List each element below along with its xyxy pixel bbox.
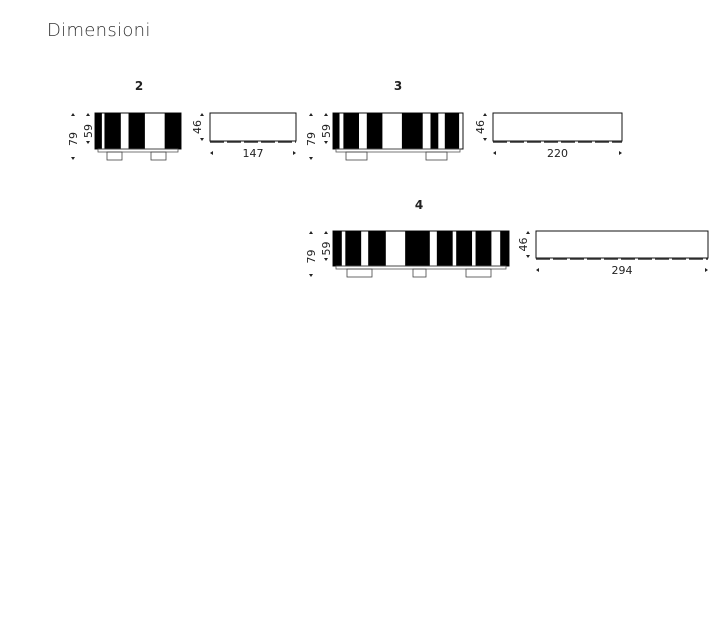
height-total-label: 79	[305, 132, 318, 146]
arrow-marker	[86, 113, 90, 116]
arrow-marker	[526, 255, 530, 258]
leg	[345, 151, 368, 161]
door-stripe	[333, 113, 340, 149]
arrow-marker	[71, 157, 75, 160]
arrow-marker	[309, 113, 313, 116]
height-body-label: 59	[320, 124, 333, 138]
door-stripe	[164, 113, 181, 149]
arrow-marker	[309, 157, 313, 160]
leg	[465, 268, 492, 278]
module-label: 3	[394, 79, 402, 93]
arrow-marker	[309, 274, 313, 277]
front-view	[332, 112, 464, 161]
width-label: 294	[612, 264, 633, 277]
door-stripe	[95, 113, 102, 149]
arrow-marker	[493, 151, 496, 155]
top-body	[535, 230, 709, 259]
arrow-marker	[86, 141, 90, 144]
door-stripe	[366, 113, 383, 149]
door-stripe	[104, 113, 121, 149]
door-stripe	[128, 113, 145, 149]
height-total-label: 79	[67, 132, 80, 146]
door-stripe	[345, 231, 362, 266]
depth-label: 46	[191, 120, 204, 134]
arrow-marker	[705, 268, 708, 272]
arrow-marker	[536, 268, 539, 272]
arrow-marker	[619, 151, 622, 155]
top-view	[535, 230, 709, 260]
arrow-marker	[483, 138, 487, 141]
arrow-marker	[210, 151, 213, 155]
front-view	[94, 112, 182, 161]
arrow-marker	[526, 231, 530, 234]
top-body	[209, 112, 297, 142]
arrow-marker	[309, 231, 313, 234]
arrow-marker	[324, 113, 328, 116]
width-label: 147	[243, 147, 264, 160]
depth-label: 46	[474, 120, 487, 134]
front-view	[332, 230, 510, 278]
top-view	[492, 112, 623, 143]
door-stripe	[343, 113, 359, 149]
door-stripe	[430, 113, 439, 149]
plinth	[335, 148, 461, 153]
door-stripe	[401, 113, 423, 149]
module-label: 4	[415, 198, 423, 212]
section-title: Dimensioni	[47, 20, 151, 41]
door-stripe	[444, 113, 460, 149]
module-label: 2	[135, 79, 143, 93]
arrow-marker	[483, 113, 487, 116]
height-body-label: 59	[82, 124, 95, 138]
door-stripe	[436, 231, 453, 266]
leg	[412, 268, 427, 278]
arrow-marker	[200, 138, 204, 141]
arrow-marker	[71, 113, 75, 116]
height-total-label: 79	[305, 250, 318, 264]
depth-label: 46	[517, 238, 530, 252]
arrow-marker	[200, 113, 204, 116]
door-stripe	[475, 231, 492, 266]
leg	[150, 151, 167, 161]
door-stripe	[368, 231, 386, 266]
leg	[346, 268, 373, 278]
leg	[425, 151, 448, 161]
top-body	[492, 112, 623, 142]
door-stripe	[500, 231, 509, 266]
door-stripe	[456, 231, 473, 266]
arrow-marker	[324, 258, 328, 261]
arrow-marker	[293, 151, 296, 155]
height-body-label: 59	[320, 242, 333, 256]
arrow-marker	[324, 141, 328, 144]
width-label: 220	[547, 147, 568, 160]
top-view	[209, 112, 297, 143]
door-stripe	[333, 231, 342, 266]
arrow-marker	[324, 231, 328, 234]
door-stripe	[405, 231, 430, 266]
plinth	[97, 148, 179, 153]
leg	[106, 151, 123, 161]
